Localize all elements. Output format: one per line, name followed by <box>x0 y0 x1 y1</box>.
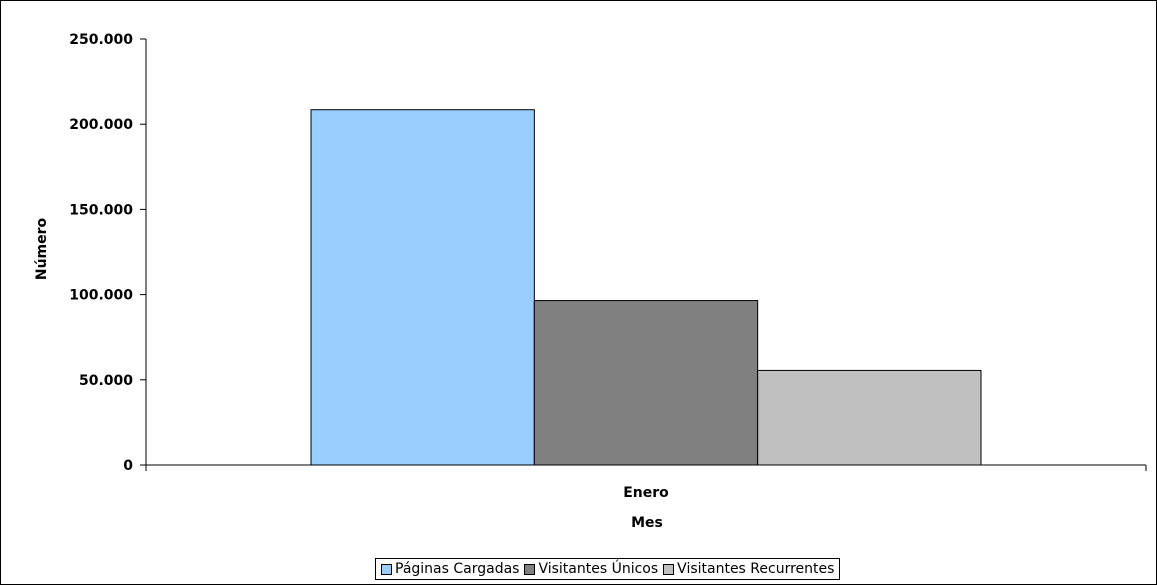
y-tick-label: 150.000 <box>69 202 133 218</box>
legend-item: Visitantes Recurrentes <box>663 561 834 577</box>
bar-visitantes-unicos <box>533 300 759 466</box>
legend-label: Páginas Cargadas <box>395 561 520 577</box>
y-tick-label: 250.000 <box>69 32 133 48</box>
legend-item: Páginas Cargadas <box>381 561 519 577</box>
legend-label: Visitantes Recurrentes <box>677 561 835 577</box>
bar-paginas-cargadas <box>310 109 535 466</box>
bar-visitantes-recurrentes <box>757 369 982 466</box>
legend-swatch <box>663 563 675 575</box>
y-tick-label: 100.000 <box>69 288 133 304</box>
y-axis: 0 50.000 100.000 150.000 200.000 250.000 <box>69 32 147 474</box>
y-tick-label: 50.000 <box>79 373 133 389</box>
legend-swatch <box>381 563 392 575</box>
y-axis-title: Número <box>34 217 50 280</box>
legend-item: Visitantes Únicos <box>524 561 658 577</box>
y-tick-label: 200.000 <box>69 117 133 133</box>
x-tick-label: Enero <box>623 485 669 501</box>
bars <box>310 109 982 466</box>
legend-swatch <box>524 563 536 575</box>
legend: Páginas Cargadas Visitantes Únicos Visitan… <box>375 558 841 580</box>
x-axis: Enero <box>145 464 1147 501</box>
legend-label: Visitantes Únicos <box>538 561 659 577</box>
x-axis-title: Mes <box>631 515 663 531</box>
y-tick-label: 0 <box>123 458 133 474</box>
